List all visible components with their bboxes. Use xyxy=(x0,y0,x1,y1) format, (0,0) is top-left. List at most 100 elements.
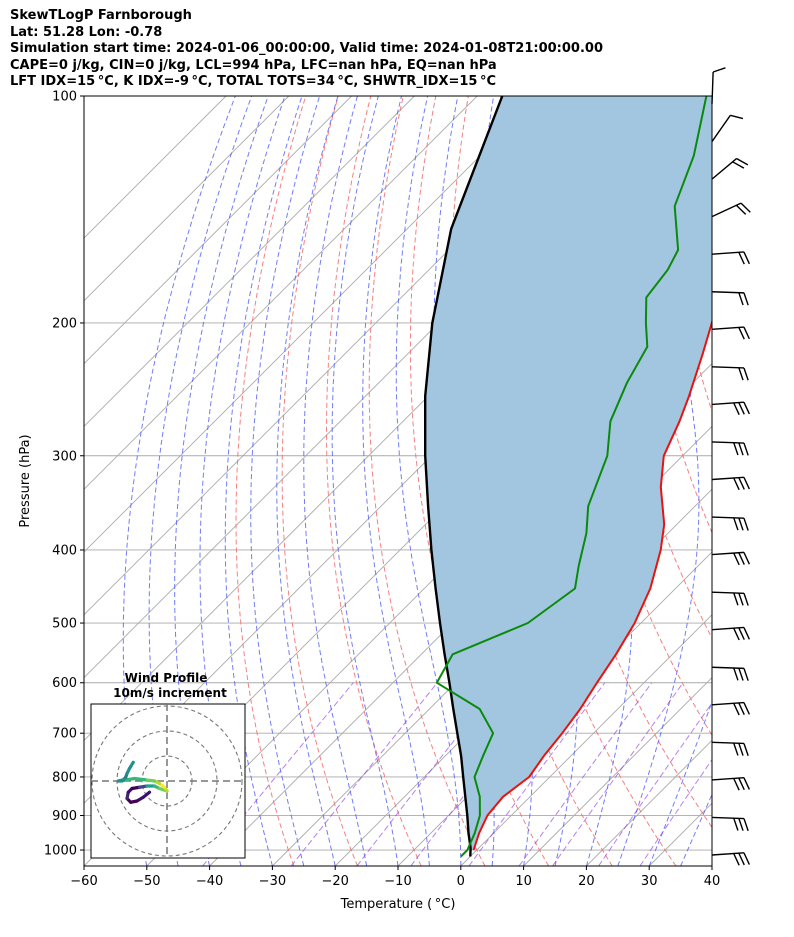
y-tick-label: 700 xyxy=(52,727,77,742)
wind-barb-flag xyxy=(743,476,751,490)
x-tick-label: −10 xyxy=(384,874,411,889)
moist-adiabat-line xyxy=(250,96,321,866)
x-tick-label: −50 xyxy=(133,874,160,889)
y-axis-label: Pressure (hPa) xyxy=(18,434,33,527)
wind-barb-flag xyxy=(733,552,740,566)
moist-adiabat-line xyxy=(199,96,286,866)
wind-barb-staff xyxy=(711,591,745,594)
moist-adiabat-line xyxy=(174,96,269,866)
wind-barb-flag xyxy=(733,667,739,681)
moist-adiabat-line xyxy=(276,96,339,866)
wind-barb-flag xyxy=(712,67,726,73)
hodograph-title: Wind Profile xyxy=(125,671,208,685)
wind-barb xyxy=(711,741,749,757)
moist-adiabat-line xyxy=(680,793,712,866)
temperature-line xyxy=(472,318,712,851)
wind-barb-staff xyxy=(711,741,745,745)
mixing-ratio-line xyxy=(639,758,712,866)
wind-barb-staff xyxy=(711,157,737,180)
moist-adiabat-line xyxy=(648,700,712,866)
x-tick-label: −40 xyxy=(196,874,223,889)
wind-barb-flag xyxy=(738,852,745,866)
wind-barb-flag xyxy=(743,668,749,681)
x-tick-label: 20 xyxy=(578,874,595,889)
dry-adiabat-line xyxy=(281,96,358,866)
wind-barb xyxy=(711,816,749,832)
wind-barb-flag xyxy=(738,818,744,831)
wind-barb xyxy=(711,852,751,866)
wind-barb-flag xyxy=(738,777,745,791)
wind-barb-flag xyxy=(738,292,744,306)
mixing-ratio-line xyxy=(468,682,606,866)
wind-barb-flag xyxy=(743,517,749,531)
x-tick-label: 0 xyxy=(457,874,465,889)
wind-barb-flag xyxy=(743,743,749,757)
moist-adiabat-line xyxy=(617,96,700,866)
moist-adiabat-line xyxy=(224,96,303,866)
isotherm-line xyxy=(523,676,712,866)
moist-adiabat-line xyxy=(331,96,399,866)
mixing-ratio-line xyxy=(598,702,712,866)
wind-barb-staff xyxy=(711,366,745,369)
wind-barb-flag xyxy=(743,818,749,832)
wind-barb xyxy=(711,516,749,531)
mixing-ratio-line xyxy=(552,682,684,866)
wind-barb-flag xyxy=(738,477,745,490)
dry-adiabat-line xyxy=(662,96,712,414)
wind-barb-flag xyxy=(743,777,751,790)
cape-cin-line: CAPE=0 j/kg, CIN=0 j/kg, LCL=994 hPa, LF… xyxy=(10,57,497,73)
y-tick-label: 600 xyxy=(52,676,77,691)
wind-barb xyxy=(711,701,751,716)
wind-barb-flag xyxy=(743,251,751,265)
wind-barb-flag xyxy=(743,627,751,640)
hodograph-subtitle: 10m/s increment xyxy=(113,686,227,700)
wind-barb-staff xyxy=(711,114,731,142)
wind-barb-staff xyxy=(711,326,744,330)
dry-adiabat-line xyxy=(368,96,486,866)
wind-barb xyxy=(711,666,749,681)
wind-barb xyxy=(711,366,749,381)
wind-barb-flag xyxy=(743,852,751,865)
wind-barb-staff xyxy=(711,666,745,670)
wind-barb-flag xyxy=(743,401,751,415)
x-tick-label: −60 xyxy=(70,874,97,889)
wind-barb-flag xyxy=(743,442,749,456)
wind-barb-flag xyxy=(733,817,739,831)
wind-barb-flag xyxy=(733,742,739,756)
wind-barb-flag xyxy=(743,367,749,381)
wind-barb-flag xyxy=(738,327,745,340)
y-tick-label: 900 xyxy=(52,809,77,824)
wind-barb xyxy=(711,114,744,142)
wind-barb-flag xyxy=(738,442,744,456)
moist-adiabat-line xyxy=(362,96,430,866)
hodograph-segment xyxy=(132,776,147,782)
y-tick-label: 1000 xyxy=(44,844,77,859)
wind-barb xyxy=(711,626,751,641)
hodograph-segment xyxy=(142,778,157,783)
y-tick-label: 400 xyxy=(52,543,77,558)
moist-adiabat-line xyxy=(303,96,368,866)
wind-barb-flag xyxy=(743,593,749,606)
wind-barb xyxy=(711,551,751,566)
wind-barb xyxy=(711,251,751,265)
wind-barb xyxy=(711,476,751,491)
simulation-time-line: Simulation start time: 2024-01-06_00:00:… xyxy=(10,41,603,56)
wind-barb-flag xyxy=(740,202,751,213)
wind-barb-flag xyxy=(733,402,740,415)
wind-barb xyxy=(711,202,751,218)
hodograph-segment xyxy=(127,760,135,771)
isotherm-line xyxy=(84,96,290,302)
isotherm-line xyxy=(84,96,478,490)
y-tick-label: 100 xyxy=(52,90,77,105)
wind-barb-flag xyxy=(733,778,740,791)
x-tick-label: 40 xyxy=(704,874,721,889)
isotherm-line xyxy=(84,96,415,428)
x-axis-label: Temperature ( °C) xyxy=(340,897,456,912)
x-tick-label: 10 xyxy=(515,874,532,889)
wind-barb-staff xyxy=(711,551,744,556)
isotherm-line xyxy=(84,96,541,553)
dry-adiabat-line xyxy=(728,96,794,866)
